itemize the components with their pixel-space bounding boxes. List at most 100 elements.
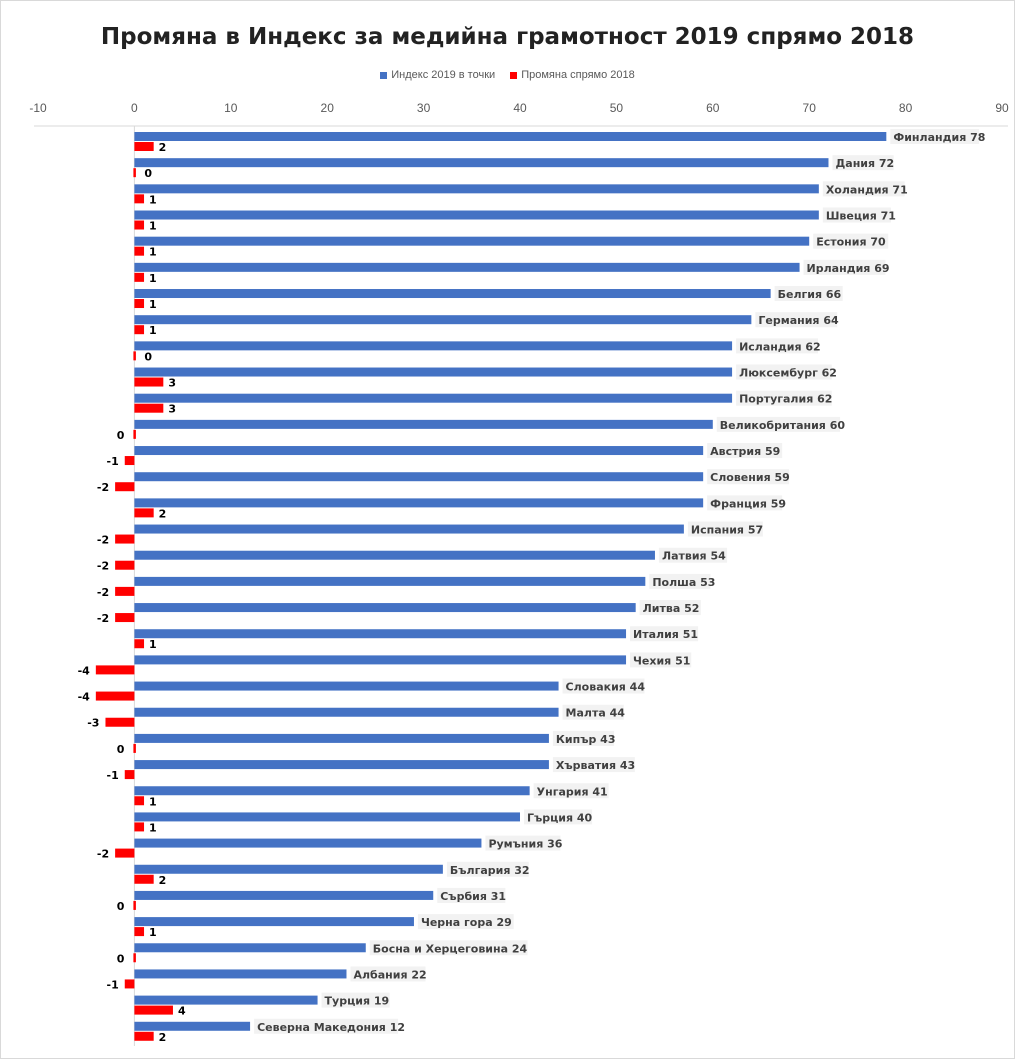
category-label: Великобритания 60 <box>720 419 846 432</box>
change-value-label: -2 <box>97 481 109 494</box>
index-bar <box>134 341 733 351</box>
change-value-label: 2 <box>159 507 167 520</box>
category-label: Естония 70 <box>816 236 886 249</box>
x-tick-label: 50 <box>610 101 624 115</box>
change-bar <box>95 691 135 701</box>
change-bar <box>124 456 135 466</box>
category-label-bg <box>562 704 624 720</box>
category-label: Португалия 62 <box>739 393 832 406</box>
change-bar <box>133 953 136 963</box>
change-value-label: 1 <box>149 795 157 808</box>
category-label: Германия 64 <box>758 314 839 327</box>
change-value-label: -4 <box>78 691 91 704</box>
index-bar <box>134 550 655 560</box>
category-label-bg <box>755 312 838 328</box>
change-value-label: 0 <box>144 167 152 180</box>
change-bar <box>124 979 135 989</box>
index-bar <box>134 576 646 586</box>
change-bar <box>134 822 145 832</box>
legend-item-change: Промяна спрямо 2018 <box>510 69 635 81</box>
category-label-bg <box>552 757 635 773</box>
x-tick-label: 10 <box>224 101 238 115</box>
category-label-bg <box>822 181 905 197</box>
category-label: Малта 44 <box>566 707 626 720</box>
index-bar <box>134 236 810 246</box>
change-value-label: 1 <box>149 298 157 311</box>
category-label-bg <box>716 416 841 432</box>
category-label-bg <box>707 495 783 511</box>
category-label-bg <box>417 914 514 930</box>
x-tick-label: -10 <box>29 101 47 115</box>
category-label: Словения 59 <box>710 471 790 484</box>
category-label-bg <box>630 626 699 642</box>
category-label-bg <box>813 233 889 249</box>
change-bar <box>134 874 154 884</box>
change-bar <box>115 534 135 544</box>
category-label-bg <box>437 887 506 903</box>
category-label: Австрия 59 <box>710 445 780 458</box>
category-label: Литва 52 <box>643 602 700 615</box>
category-label-bg <box>803 259 886 275</box>
legend-swatch-change <box>510 71 518 79</box>
index-bar <box>134 864 443 874</box>
category-label-bg <box>630 652 692 668</box>
change-bar <box>105 717 135 727</box>
index-bar <box>134 603 636 613</box>
category-label: Франция 59 <box>710 497 786 510</box>
category-label: Румъния 36 <box>488 838 562 851</box>
index-bar <box>134 890 434 900</box>
category-label: Ирландия 69 <box>807 262 890 275</box>
category-label-bg <box>369 940 528 956</box>
x-tick-label: 70 <box>803 101 817 115</box>
category-label-bg <box>832 155 894 171</box>
index-bar <box>134 655 627 665</box>
change-bar <box>133 743 136 753</box>
category-label-bg <box>736 390 832 406</box>
index-bar <box>134 262 800 272</box>
index-bar <box>134 289 771 299</box>
index-bar <box>134 498 704 508</box>
category-label: Швеция 71 <box>826 210 896 223</box>
chart-title: Промяна в Индекс за медийна грамотност 2… <box>100 24 915 50</box>
change-bar <box>134 403 164 413</box>
index-bar <box>134 943 366 953</box>
index-bar <box>134 1021 251 1031</box>
change-bar <box>134 377 164 387</box>
category-label-bg <box>562 678 645 694</box>
index-bar <box>134 367 733 377</box>
change-value-label: 0 <box>117 900 125 913</box>
change-bar <box>133 900 136 910</box>
index-bar <box>134 995 318 1005</box>
index-bar <box>134 393 733 403</box>
category-label-bg <box>890 129 980 144</box>
index-bar <box>134 969 347 979</box>
change-value-label: -2 <box>97 534 109 547</box>
change-bar <box>134 639 145 649</box>
index-bar <box>134 132 887 141</box>
category-label-bg <box>687 521 763 537</box>
index-bar <box>134 786 530 796</box>
category-label: Люксембург 62 <box>739 367 837 380</box>
index-bar <box>134 707 559 717</box>
category-label: Дания 72 <box>835 157 894 170</box>
category-label: Исландия 62 <box>739 340 821 353</box>
change-bar <box>134 927 145 937</box>
change-bar <box>133 351 136 361</box>
change-value-label: -2 <box>97 560 109 573</box>
change-bar <box>134 1005 173 1015</box>
change-bar <box>134 325 145 335</box>
index-bar <box>134 158 829 168</box>
change-value-label: 2 <box>159 141 167 154</box>
category-label: Финландия 78 <box>893 131 985 144</box>
change-value-label: 0 <box>117 429 125 442</box>
category-label-bg <box>254 1018 399 1034</box>
category-label: Северна Македония 12 <box>257 1021 405 1034</box>
change-value-label: 0 <box>144 350 152 363</box>
index-bar <box>134 446 704 456</box>
change-value-label: -2 <box>97 612 109 625</box>
index-bar <box>134 524 684 534</box>
category-label-bg <box>774 286 843 302</box>
change-value-label: 1 <box>149 246 157 259</box>
index-bar <box>134 472 704 482</box>
